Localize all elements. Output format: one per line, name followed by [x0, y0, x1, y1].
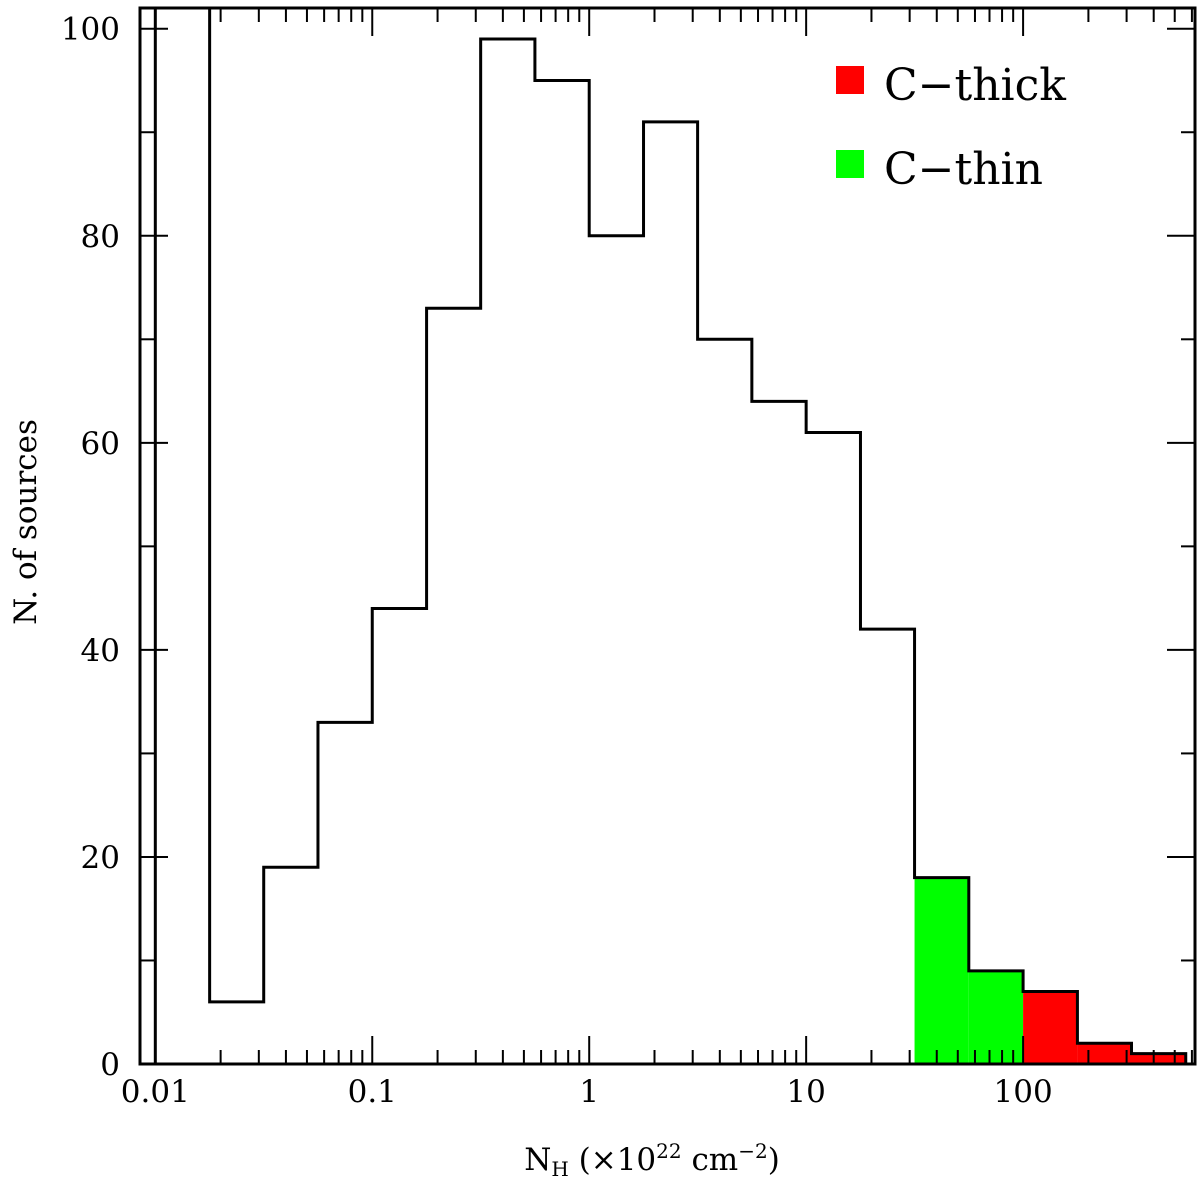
tick-labels: 0.01 0.1 1 10 100 0 20 40 60 80 100: [61, 12, 1053, 1110]
legend-swatch: [836, 66, 864, 94]
x-tick-label: 0.1: [348, 1074, 397, 1110]
filled-bin-c-thick-3: [1077, 1043, 1132, 1064]
filled-bin-c-thick-4: [1131, 1053, 1186, 1064]
histogram-outline: [153, 6, 1188, 1064]
y-tick-label: 60: [81, 426, 120, 462]
x-tick-label: 1: [579, 1074, 599, 1110]
legend: C−thick C−thin: [836, 60, 1066, 195]
filled-bin-c-thin-0: [914, 877, 969, 1064]
x-tick-label: 100: [994, 1074, 1053, 1110]
legend-label: C−thick: [884, 60, 1066, 111]
legend-label: C−thin: [884, 144, 1043, 195]
filled-bin-c-thick-2: [1023, 991, 1078, 1064]
x-axis-label: NH (×1022 cm−2): [524, 1139, 780, 1179]
x-tick-label: 10: [786, 1074, 825, 1110]
legend-swatch: [836, 150, 864, 178]
y-tick-label: 40: [81, 633, 120, 669]
y-tick-label: 100: [61, 12, 120, 48]
filled-bins: [914, 877, 1186, 1064]
y-tick-label: 20: [81, 840, 120, 876]
plot-frame: [138, 6, 1197, 1066]
y-axis-label: N. of sources: [8, 419, 44, 625]
filled-bin-c-thin-1: [968, 970, 1024, 1064]
y-tick-label: 80: [81, 219, 120, 255]
y-tick-label: 0: [100, 1047, 120, 1083]
x-tick-label: 0.01: [121, 1074, 190, 1110]
axis-ticks: [140, 8, 1195, 1065]
